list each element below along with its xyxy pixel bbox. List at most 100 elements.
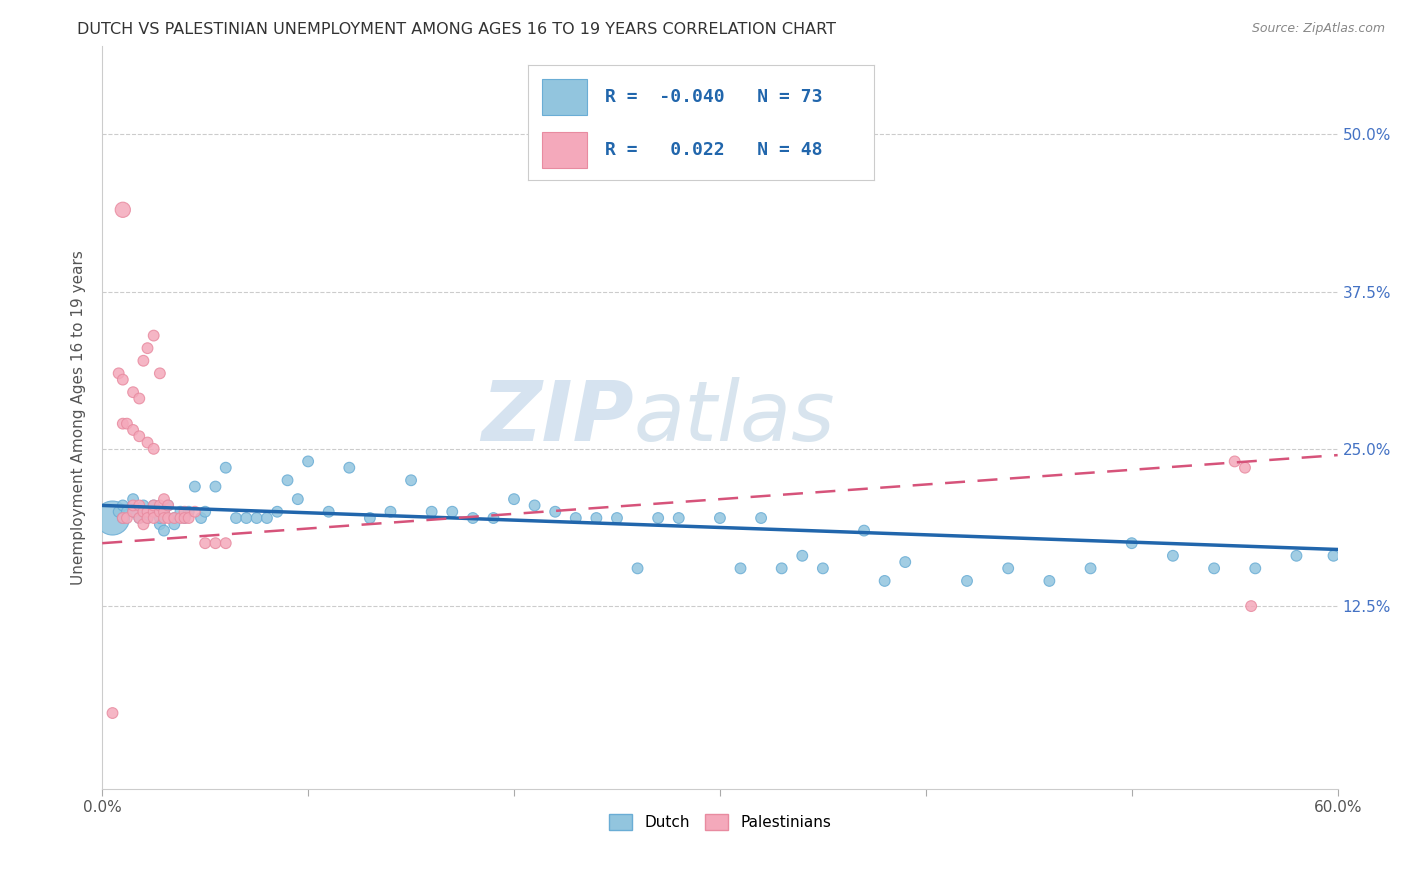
Point: [1204, 561, 1226, 575]
Point: [157, 499, 180, 513]
Point: [276, 473, 298, 487]
Point: [1121, 536, 1143, 550]
Point: [132, 353, 155, 368]
Text: ZIP: ZIP: [481, 377, 634, 458]
Point: [136, 511, 159, 525]
Point: [287, 492, 309, 507]
Point: [544, 505, 567, 519]
Point: [111, 511, 134, 525]
Point: [149, 511, 172, 525]
Point: [136, 435, 159, 450]
Point: [173, 511, 195, 525]
Point: [770, 561, 793, 575]
Point: [115, 511, 138, 525]
Point: [709, 511, 731, 525]
Point: [626, 561, 648, 575]
Point: [225, 511, 247, 525]
Point: [318, 505, 340, 519]
Point: [101, 511, 124, 525]
Point: [811, 561, 834, 575]
Point: [122, 423, 145, 437]
Point: [1285, 549, 1308, 563]
Point: [142, 499, 165, 513]
Point: [157, 511, 180, 525]
Point: [122, 385, 145, 400]
Point: [111, 499, 134, 513]
Point: [128, 429, 150, 443]
Point: [153, 505, 176, 519]
Point: [997, 561, 1019, 575]
Point: [173, 511, 195, 525]
Point: [111, 373, 134, 387]
Point: [101, 706, 124, 720]
Point: [1322, 549, 1344, 563]
Point: [163, 511, 186, 525]
Point: [122, 499, 145, 513]
Text: DUTCH VS PALESTINIAN UNEMPLOYMENT AMONG AGES 16 TO 19 YEARS CORRELATION CHART: DUTCH VS PALESTINIAN UNEMPLOYMENT AMONG …: [77, 22, 837, 37]
Point: [111, 202, 134, 217]
Point: [157, 499, 180, 513]
Point: [297, 454, 319, 468]
Point: [1223, 454, 1246, 468]
Point: [142, 505, 165, 519]
Point: [894, 555, 917, 569]
Point: [441, 505, 464, 519]
Point: [235, 511, 257, 525]
Point: [359, 511, 381, 525]
Point: [184, 479, 207, 493]
Point: [128, 499, 150, 513]
Point: [122, 505, 145, 519]
Point: [149, 517, 172, 532]
Point: [111, 417, 134, 431]
Point: [1161, 549, 1184, 563]
Point: [107, 505, 129, 519]
Point: [115, 505, 138, 519]
Point: [204, 479, 226, 493]
Point: [122, 505, 145, 519]
Point: [122, 492, 145, 507]
Point: [873, 574, 896, 588]
Point: [420, 505, 443, 519]
Point: [1240, 599, 1263, 613]
Point: [128, 392, 150, 406]
Point: [668, 511, 690, 525]
Point: [153, 511, 176, 525]
Point: [565, 511, 588, 525]
Point: [215, 536, 238, 550]
Point: [128, 511, 150, 525]
Point: [503, 492, 526, 507]
Point: [647, 511, 669, 525]
Point: [163, 517, 186, 532]
Point: [142, 511, 165, 525]
Point: [132, 517, 155, 532]
Point: [523, 499, 546, 513]
Point: [132, 499, 155, 513]
Point: [149, 367, 172, 381]
Point: [177, 505, 200, 519]
Point: [461, 511, 484, 525]
Point: [142, 442, 165, 456]
Point: [1244, 561, 1267, 575]
Point: [153, 505, 176, 519]
Point: [142, 499, 165, 513]
Point: [153, 492, 176, 507]
Point: [749, 511, 772, 525]
Point: [266, 505, 288, 519]
Point: [169, 505, 191, 519]
Point: [730, 561, 752, 575]
Point: [194, 536, 217, 550]
Point: [215, 460, 238, 475]
Point: [482, 511, 505, 525]
Point: [184, 505, 207, 519]
Y-axis label: Unemployment Among Ages 16 to 19 years: Unemployment Among Ages 16 to 19 years: [72, 250, 86, 585]
Point: [956, 574, 979, 588]
Point: [1233, 460, 1256, 475]
Text: atlas: atlas: [634, 377, 835, 458]
Point: [115, 417, 138, 431]
Point: [149, 499, 172, 513]
Point: [132, 505, 155, 519]
Point: [204, 536, 226, 550]
Point: [399, 473, 422, 487]
Point: [149, 505, 172, 519]
Point: [337, 460, 360, 475]
